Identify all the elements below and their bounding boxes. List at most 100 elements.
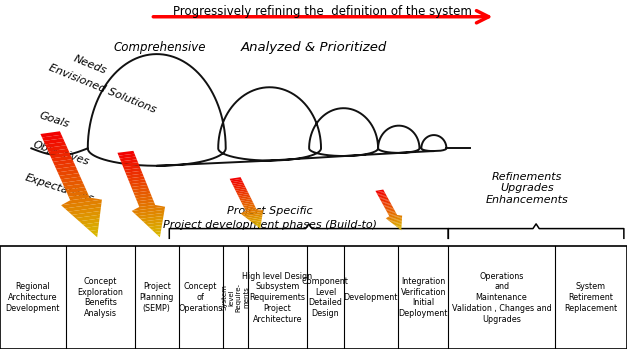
Text: Comprehensive: Comprehensive [113, 40, 206, 54]
Polygon shape [61, 177, 82, 183]
Polygon shape [46, 145, 68, 151]
Polygon shape [53, 159, 74, 165]
Polygon shape [58, 170, 79, 176]
Polygon shape [61, 198, 102, 205]
Polygon shape [240, 210, 263, 215]
Polygon shape [135, 194, 152, 199]
Polygon shape [65, 203, 102, 212]
Polygon shape [65, 187, 87, 193]
Polygon shape [386, 215, 402, 218]
Polygon shape [134, 191, 150, 195]
Polygon shape [149, 225, 162, 229]
Text: Concept
of
Operations: Concept of Operations [179, 282, 223, 313]
Text: Goals: Goals [38, 111, 70, 130]
Polygon shape [252, 221, 261, 224]
Polygon shape [381, 199, 389, 202]
Polygon shape [152, 228, 161, 232]
Polygon shape [122, 162, 139, 167]
Text: Refinements
Upgrades
Enhancements: Refinements Upgrades Enhancements [485, 172, 568, 205]
Polygon shape [128, 177, 145, 181]
Polygon shape [72, 211, 100, 218]
Polygon shape [132, 205, 165, 211]
Polygon shape [123, 165, 140, 170]
Polygon shape [90, 230, 98, 234]
Polygon shape [389, 218, 402, 222]
Polygon shape [250, 219, 261, 223]
Polygon shape [238, 194, 250, 198]
Polygon shape [243, 204, 255, 208]
Text: Expectations: Expectations [24, 172, 95, 205]
Polygon shape [246, 216, 262, 220]
Polygon shape [45, 142, 66, 148]
Polygon shape [240, 209, 263, 214]
Polygon shape [233, 184, 245, 187]
Polygon shape [135, 210, 164, 216]
Polygon shape [256, 225, 261, 227]
Polygon shape [234, 187, 246, 191]
Polygon shape [68, 194, 90, 200]
Polygon shape [384, 204, 392, 207]
Text: Project
Planning
(SEMP): Project Planning (SEMP) [140, 282, 174, 313]
Text: Integration
Verification
Initial
Deployment: Integration Verification Initial Deploym… [399, 277, 448, 318]
Polygon shape [258, 227, 260, 229]
Polygon shape [394, 223, 402, 225]
Polygon shape [244, 206, 256, 209]
Polygon shape [137, 213, 164, 219]
Polygon shape [245, 214, 263, 218]
Polygon shape [55, 163, 76, 169]
Polygon shape [56, 166, 77, 172]
Polygon shape [236, 189, 247, 192]
Polygon shape [243, 212, 263, 216]
Polygon shape [240, 198, 251, 201]
Polygon shape [79, 218, 100, 224]
Text: System
Retirement
Replacement: System Retirement Replacement [564, 282, 618, 313]
Polygon shape [379, 196, 387, 199]
Polygon shape [380, 198, 388, 200]
Polygon shape [121, 159, 138, 164]
Polygon shape [131, 185, 149, 190]
Polygon shape [48, 149, 70, 155]
Text: Analyzed & Prioritized: Analyzed & Prioritized [240, 40, 387, 54]
Polygon shape [140, 216, 164, 222]
Text: Project Specific: Project Specific [227, 206, 312, 216]
Polygon shape [93, 233, 98, 237]
Polygon shape [231, 179, 242, 182]
Polygon shape [239, 196, 251, 199]
Polygon shape [385, 207, 394, 210]
Polygon shape [75, 215, 100, 221]
Polygon shape [384, 206, 393, 208]
Polygon shape [129, 179, 146, 184]
Polygon shape [236, 191, 248, 194]
Text: Operations
and
Maintenance
Validation , Changes and
Upgrades: Operations and Maintenance Validation , … [451, 272, 552, 324]
Polygon shape [51, 156, 73, 162]
Polygon shape [400, 229, 401, 230]
Polygon shape [382, 203, 391, 206]
Text: Needs: Needs [72, 53, 108, 76]
Polygon shape [391, 220, 402, 223]
Polygon shape [127, 173, 144, 178]
Polygon shape [59, 173, 80, 179]
Polygon shape [143, 219, 163, 224]
Polygon shape [132, 207, 165, 214]
Polygon shape [377, 192, 386, 195]
Polygon shape [119, 154, 135, 158]
Polygon shape [234, 186, 246, 189]
Polygon shape [64, 184, 85, 190]
Polygon shape [386, 210, 395, 212]
Polygon shape [62, 180, 83, 186]
Polygon shape [376, 191, 385, 194]
Polygon shape [387, 211, 396, 214]
Polygon shape [42, 135, 63, 141]
Polygon shape [157, 234, 161, 237]
Polygon shape [388, 212, 396, 215]
Polygon shape [376, 190, 384, 192]
Polygon shape [377, 194, 386, 196]
Polygon shape [125, 171, 142, 176]
Polygon shape [397, 226, 401, 228]
Polygon shape [132, 188, 149, 193]
Text: Project development phases (Build-to): Project development phases (Build-to) [162, 220, 377, 230]
Polygon shape [387, 217, 402, 221]
Polygon shape [241, 199, 252, 202]
Polygon shape [386, 208, 394, 211]
Text: Concept
Exploration
Benefits
Analysis: Concept Exploration Benefits Analysis [77, 277, 124, 318]
